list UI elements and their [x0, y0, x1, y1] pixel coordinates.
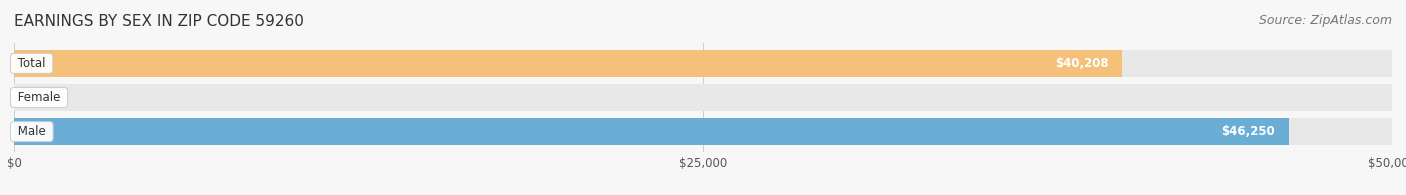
- Text: $46,250: $46,250: [1220, 125, 1275, 138]
- Bar: [14, 118, 1392, 145]
- Text: $40,208: $40,208: [1054, 57, 1108, 70]
- Bar: [14, 118, 1289, 145]
- Text: Male: Male: [14, 125, 49, 138]
- Text: $0: $0: [37, 91, 51, 104]
- Text: EARNINGS BY SEX IN ZIP CODE 59260: EARNINGS BY SEX IN ZIP CODE 59260: [14, 14, 304, 29]
- Text: Female: Female: [14, 91, 65, 104]
- Bar: [14, 50, 1122, 77]
- Bar: [14, 50, 1392, 77]
- Bar: [14, 84, 1392, 111]
- Text: Source: ZipAtlas.com: Source: ZipAtlas.com: [1258, 14, 1392, 27]
- Text: Total: Total: [14, 57, 49, 70]
